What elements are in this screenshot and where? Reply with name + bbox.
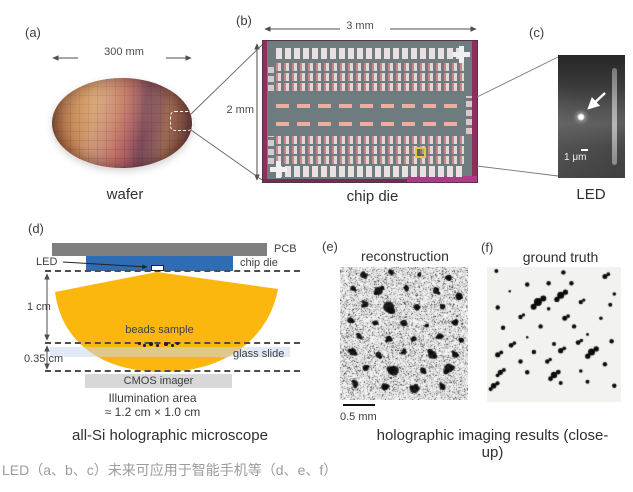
bead-dot (164, 342, 168, 346)
connector-line (476, 56, 559, 98)
bead-dot (149, 342, 153, 346)
panel-f-label: (f) (481, 240, 494, 255)
pcb-label: PCB (274, 243, 297, 255)
die-pad-row (276, 83, 464, 91)
scale-bar (581, 149, 588, 151)
panel-e-label: (e) (322, 239, 338, 254)
dashed-line-led-plane (45, 270, 300, 272)
results-caption: holographic imaging results (close-up) (376, 427, 609, 461)
reconstruction-image (340, 267, 468, 400)
connector-line (476, 165, 559, 177)
bead-dot (143, 344, 146, 347)
wafer-caption: wafer (106, 186, 144, 203)
panel-c-label: (c) (529, 25, 545, 40)
scale-bar-label: 0.5 mm (340, 411, 377, 423)
chip-die-label: chip die (240, 257, 278, 269)
illumination-area-line2: ≈ 1.2 cm × 1.0 cm (104, 405, 201, 419)
cmos-imager-bar: CMOS imager (85, 374, 232, 388)
die-edge-pads (268, 65, 274, 91)
die-edge-pads (466, 96, 472, 134)
led-caption: LED (576, 186, 606, 203)
die-edge-left (263, 41, 267, 182)
led-waveguide-bar (612, 68, 617, 165)
die-pad-row (276, 146, 464, 154)
die-pad-row (276, 73, 464, 81)
chip-die-caption: chip die (346, 188, 399, 205)
led-label: LED (36, 256, 58, 268)
die-edge-bottom-right (407, 176, 477, 182)
distance-1cm-label: 1 cm (27, 301, 51, 313)
die-bar-row (276, 122, 464, 126)
glass-slide-label: glass slide (233, 348, 285, 360)
led-emitter-dot (577, 113, 585, 121)
die-pad-row (276, 48, 464, 59)
pcb-bar (52, 243, 267, 256)
die-edge-pads (268, 136, 274, 164)
microscope-caption: all-Si holographic microscope (72, 427, 268, 444)
led-highlight-box (415, 147, 426, 158)
alignment-cross-icon (270, 161, 287, 178)
panel-a-label: (a) (25, 25, 41, 40)
figure-bottom-caption: LED（a、b、c）未来可应用于智能手机等（d、e、f） (2, 462, 338, 478)
ground-truth-image (487, 267, 621, 402)
beads-sample-label: beads sample (125, 324, 194, 336)
chip-die-micrograph (262, 40, 478, 183)
die-pad-row (276, 63, 464, 71)
cross-bar (459, 46, 464, 63)
scale-bar (343, 404, 375, 406)
die-pad-row (276, 156, 464, 164)
wafer-photo (52, 78, 192, 168)
wafer-roi-dashed-box (170, 111, 193, 131)
distance-035cm-label: 0.35 cm (24, 353, 64, 365)
wafer-diameter-label: 300 mm (104, 46, 144, 58)
illumination-area-line1: Illumination area (108, 391, 197, 405)
die-edge-right (472, 41, 477, 182)
bead-dot (156, 344, 159, 347)
die-pad-row (276, 166, 464, 177)
panel-b-label: (b) (236, 13, 252, 28)
alignment-cross-icon (453, 46, 470, 63)
die-edge-bottom (263, 179, 477, 182)
led-device-rect (151, 265, 164, 271)
die-pad-row (276, 136, 464, 144)
dashed-line-sensor-plane (45, 370, 300, 372)
bead-dot (171, 344, 174, 347)
die-bar-row (276, 104, 464, 108)
bead-dot (138, 342, 141, 345)
cross-bar (276, 161, 281, 178)
scale-bar-label: 1 μm (564, 152, 587, 163)
connector-line (190, 129, 263, 181)
reconstruction-title: reconstruction (361, 248, 449, 264)
panel-d-label: (d) (28, 221, 44, 236)
die-height-label: 2 mm (226, 104, 255, 116)
ground-truth-title: ground truth (522, 249, 599, 265)
bead-dot (176, 342, 179, 345)
die-width-label: 3 mm (346, 20, 374, 32)
